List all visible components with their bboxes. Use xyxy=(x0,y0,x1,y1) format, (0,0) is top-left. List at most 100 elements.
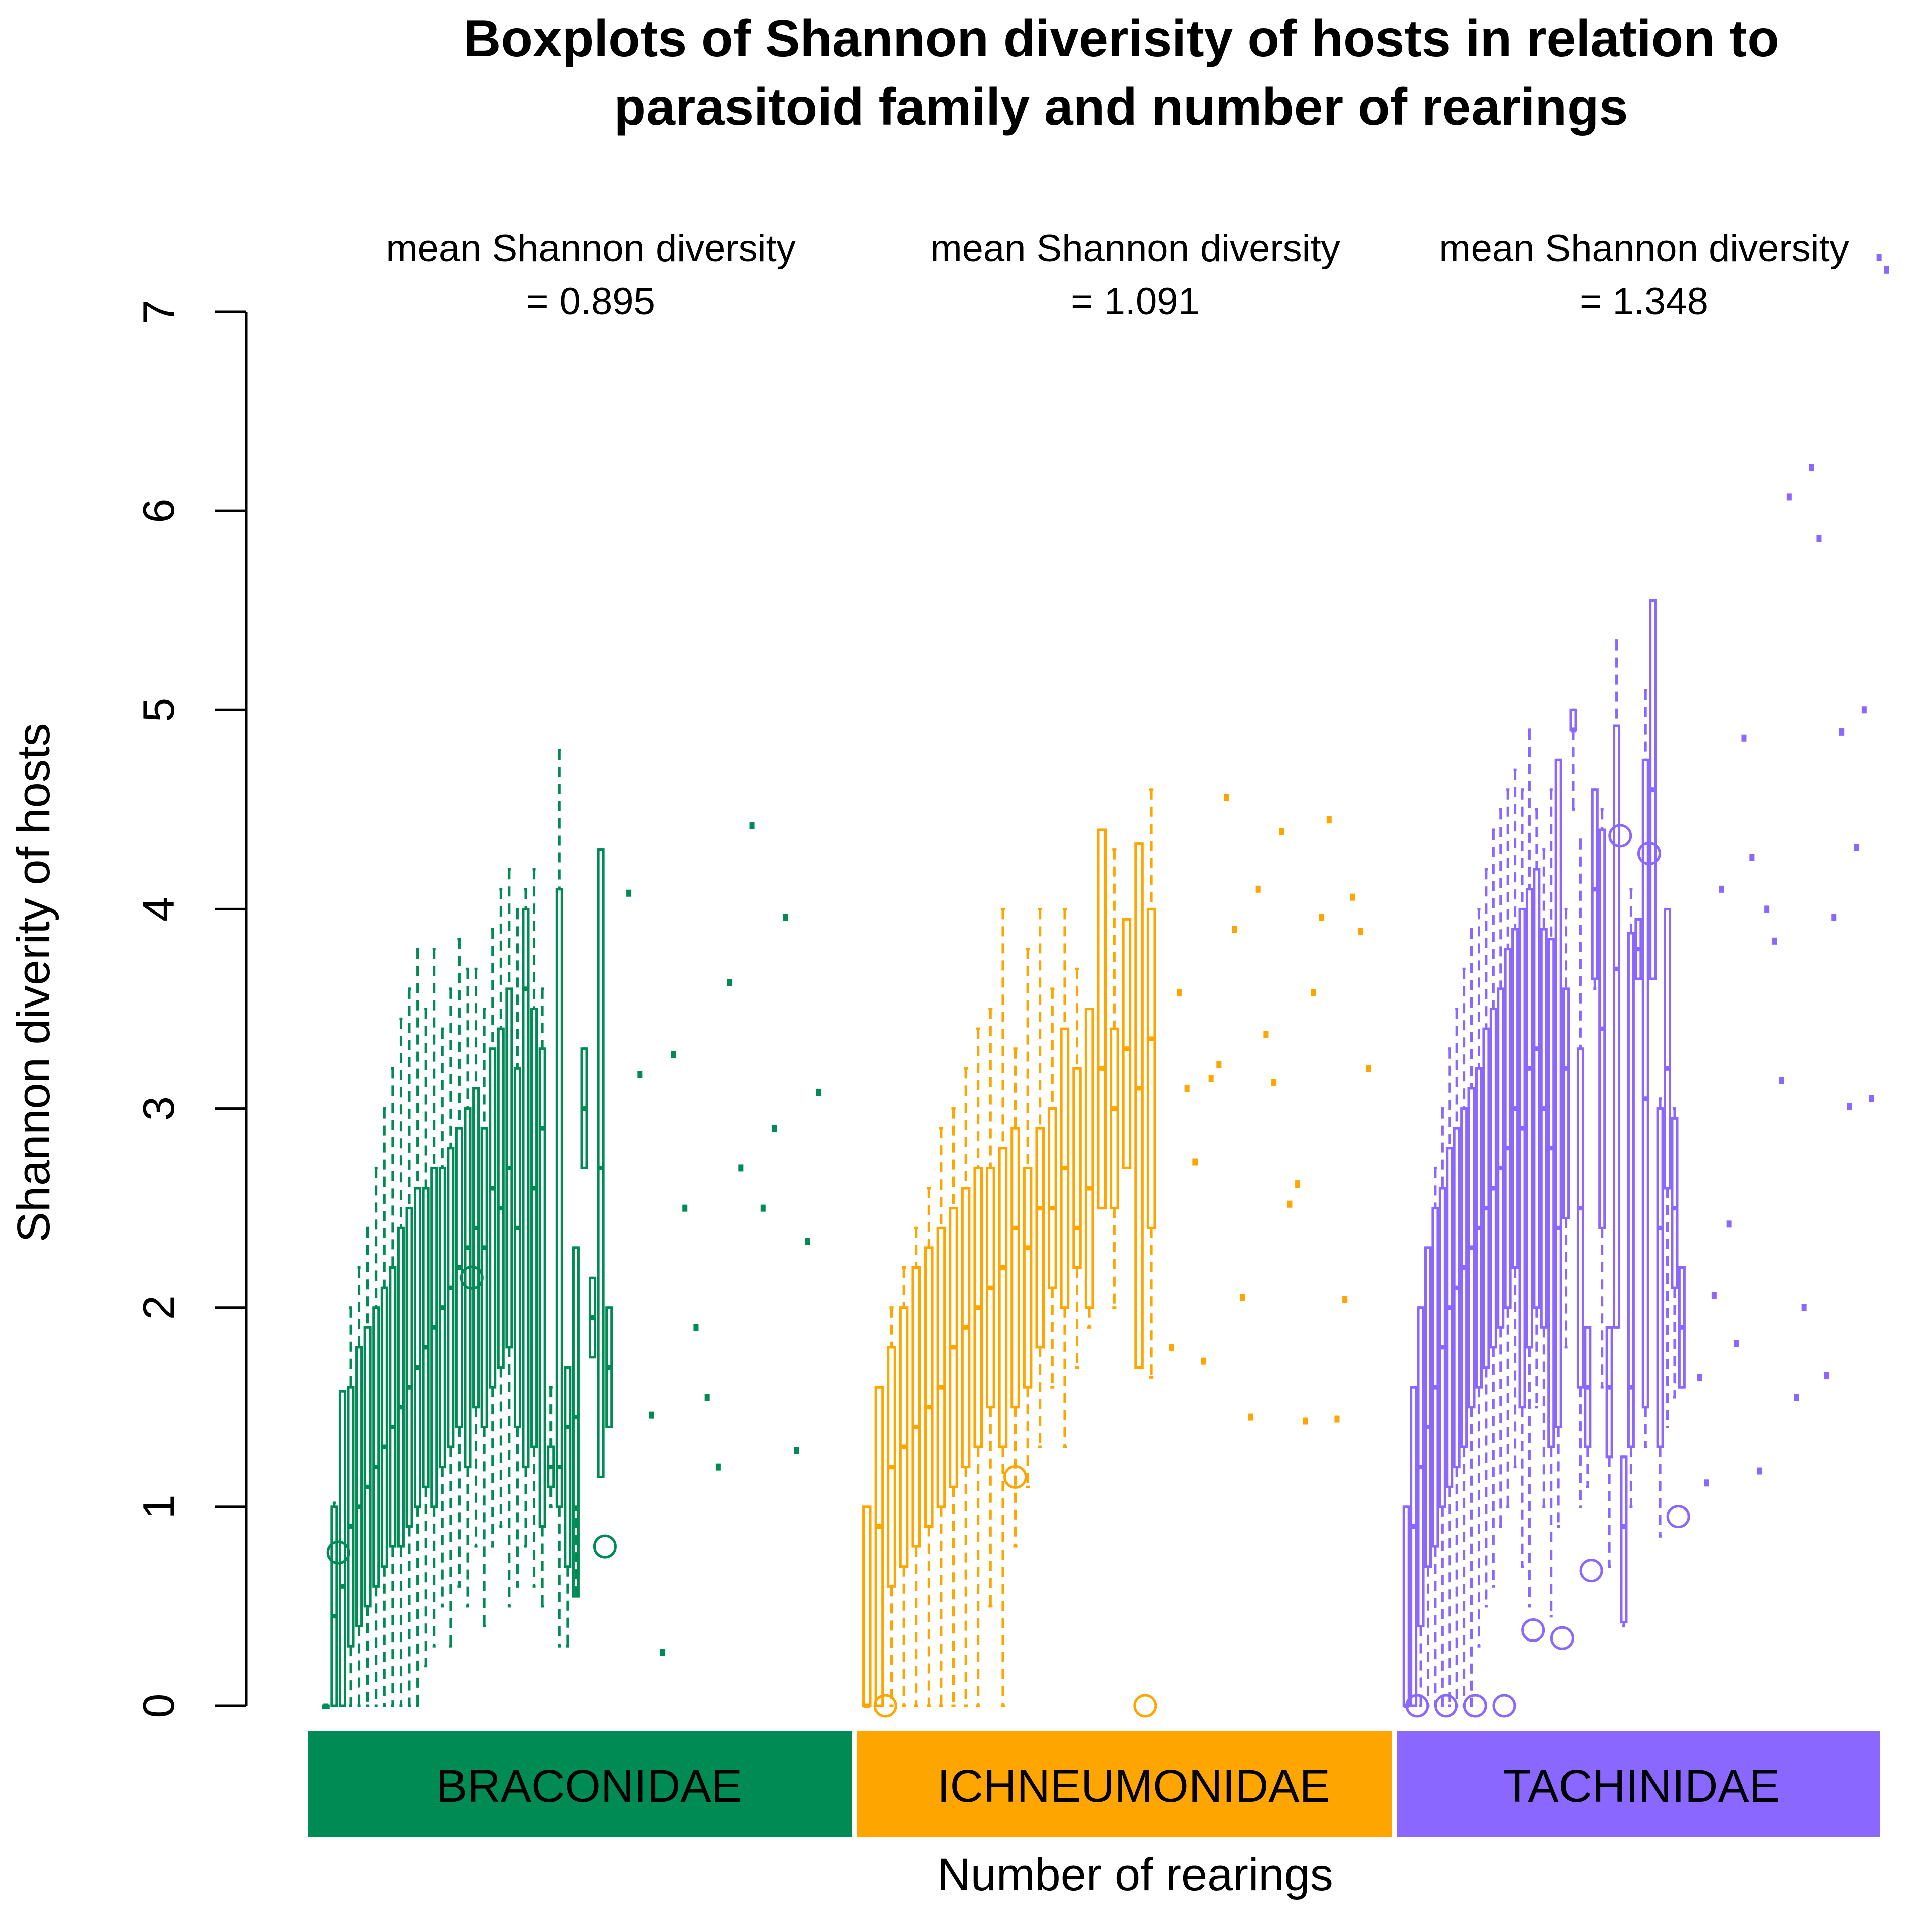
box-iqr xyxy=(513,1067,521,1428)
y-tick-label: 5 xyxy=(134,698,183,722)
box xyxy=(497,888,505,1528)
box xyxy=(1482,868,1490,1608)
box-iqr xyxy=(564,1366,572,1568)
y-axis: 0 1 2 3 4 5 6 7 xyxy=(134,300,248,1718)
box xyxy=(555,749,563,1648)
single-observation-mark xyxy=(1719,885,1724,893)
braconidae-mean-label: mean Shannon diversity xyxy=(386,227,795,270)
box xyxy=(936,1127,946,1707)
single-observation-mark xyxy=(1216,1061,1222,1068)
outlier-point xyxy=(1133,1694,1157,1718)
single-observation-mark xyxy=(816,1088,821,1096)
box xyxy=(1540,848,1548,1508)
box xyxy=(949,1107,958,1707)
box xyxy=(1605,1326,1613,1568)
y-tick-label: 2 xyxy=(134,1295,183,1320)
single-observation-mark xyxy=(1366,1065,1371,1072)
box xyxy=(961,1067,971,1707)
box xyxy=(874,1386,884,1707)
single-observation-mark xyxy=(1809,463,1814,471)
box-iqr xyxy=(1048,1107,1057,1289)
single-observation-mark xyxy=(660,1649,665,1656)
single-observation-mark xyxy=(1734,1340,1739,1347)
box xyxy=(1511,768,1519,1469)
box-iqr xyxy=(1664,907,1672,1190)
box-iqr xyxy=(1035,1127,1045,1349)
y-tick-label: 7 xyxy=(134,300,183,324)
box xyxy=(472,967,480,1548)
single-observation-mark xyxy=(1711,1292,1717,1299)
box-iqr xyxy=(1547,938,1555,1448)
box xyxy=(438,1027,446,1608)
box-iqr xyxy=(1072,1067,1082,1269)
box xyxy=(1678,1266,1686,1389)
single-observation-mark xyxy=(1779,1077,1784,1084)
box xyxy=(1620,1455,1628,1628)
box xyxy=(1627,888,1635,1508)
single-observation-mark xyxy=(1749,854,1755,861)
box-iqr xyxy=(1605,1326,1613,1459)
box-iqr xyxy=(555,888,563,1508)
chart-title-line-1: Boxplots of Shannon diverisity of hosts … xyxy=(463,10,1779,68)
box xyxy=(1656,1097,1664,1538)
single-observation-mark xyxy=(1854,844,1859,851)
box-iqr xyxy=(1010,1127,1020,1409)
box xyxy=(538,987,546,1608)
box xyxy=(414,948,422,1707)
box xyxy=(530,868,538,1588)
box xyxy=(363,1226,372,1707)
box xyxy=(1584,1326,1592,1488)
box xyxy=(1453,1008,1461,1707)
box-iqr xyxy=(1084,1008,1094,1309)
y-tick-label: 6 xyxy=(134,499,183,523)
single-observation-mark xyxy=(760,1204,766,1212)
box-iqr xyxy=(530,1008,538,1448)
ichneumonidae-mean-label: mean Shannon diversity xyxy=(930,227,1340,270)
single-observation-mark xyxy=(1326,816,1332,824)
single-observation-mark xyxy=(1786,493,1792,501)
box-iqr xyxy=(347,1386,355,1648)
outlier-point xyxy=(1550,1626,1574,1650)
single-observation-mark xyxy=(649,1411,654,1419)
box xyxy=(589,1276,597,1359)
box xyxy=(1084,1008,1094,1329)
box-iqr xyxy=(389,1266,397,1548)
box xyxy=(1110,848,1119,1309)
box-iqr xyxy=(1613,724,1621,1329)
box-iqr xyxy=(936,1226,946,1508)
box-iqr xyxy=(1122,918,1132,1169)
single-observation-mark xyxy=(1764,905,1770,913)
single-observation-mark xyxy=(1311,989,1316,996)
box-iqr xyxy=(430,1166,438,1508)
box-iqr xyxy=(372,1306,380,1588)
tachinidae-boxes xyxy=(1402,254,1889,1718)
single-observation-mark xyxy=(1200,1357,1206,1365)
box xyxy=(547,1386,555,1508)
box xyxy=(372,1166,380,1707)
box xyxy=(397,1017,405,1707)
outlier-point xyxy=(1003,1465,1028,1489)
box-iqr xyxy=(355,1346,363,1628)
box-iqr xyxy=(363,1326,372,1608)
box xyxy=(1417,1306,1425,1707)
box-iqr xyxy=(1146,907,1156,1229)
box xyxy=(347,1306,355,1707)
box xyxy=(1569,708,1577,811)
box xyxy=(911,1226,921,1707)
box xyxy=(1072,967,1082,1369)
box-iqr xyxy=(1410,1386,1418,1707)
box-iqr xyxy=(1591,788,1599,980)
outlier-point xyxy=(326,1540,350,1565)
single-observation-mark xyxy=(671,1051,676,1058)
single-observation-mark xyxy=(1801,1304,1807,1311)
tachinidae-band xyxy=(1397,1731,1880,1837)
single-observation-mark xyxy=(1794,1393,1799,1401)
box-iqr xyxy=(1489,1008,1497,1349)
box xyxy=(1598,808,1606,1389)
box-iqr xyxy=(380,1286,388,1568)
box xyxy=(447,987,455,1648)
box-iqr xyxy=(1460,1107,1468,1448)
single-observation-mark xyxy=(1869,1095,1874,1102)
box-iqr xyxy=(572,1246,580,1598)
box-iqr xyxy=(1518,907,1526,1409)
